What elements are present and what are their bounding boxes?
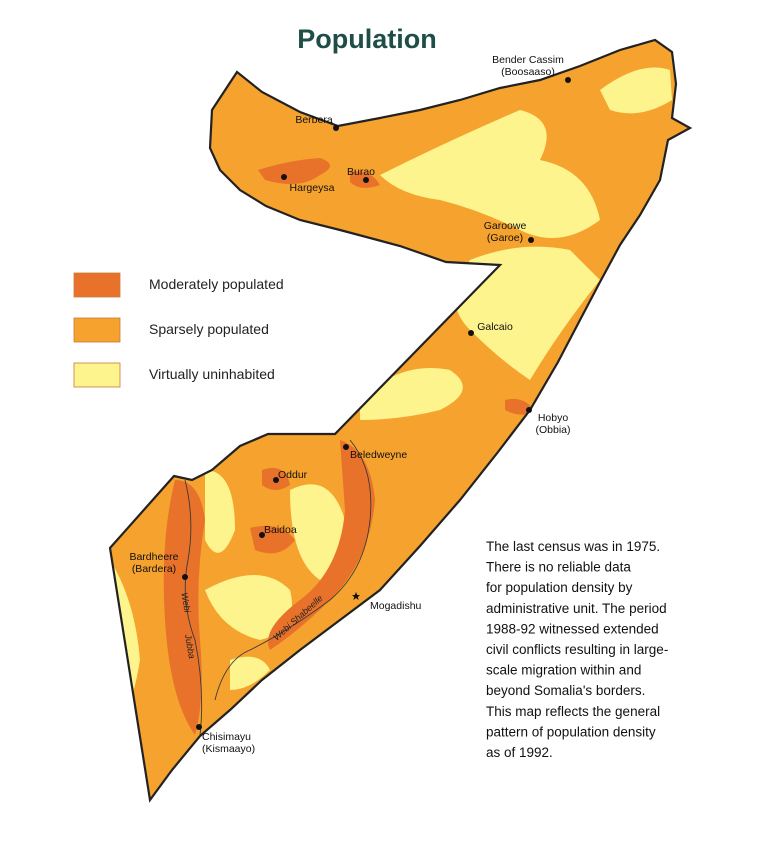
city-name: Hargeysa	[290, 182, 335, 194]
note-line: as of 1992.	[486, 745, 553, 760]
city-alt-name: (Kismaayo)	[202, 743, 255, 755]
legend-label: Moderately populated	[149, 276, 284, 292]
city-dot	[528, 237, 534, 243]
city-name: Mogadishu	[370, 600, 422, 612]
river-label: Webi	[179, 592, 193, 615]
city-name: Baidoa	[264, 524, 297, 536]
city-name: Galcaio	[477, 321, 513, 333]
city-name: Berbera	[295, 114, 333, 126]
city-dot	[343, 444, 349, 450]
city-alt-name: (Boosaaso)	[501, 66, 555, 78]
city-alt-name: (Garoe)	[487, 232, 523, 244]
city-dot	[565, 77, 571, 83]
legend-label: Virtually uninhabited	[149, 366, 275, 382]
title: Population	[297, 24, 436, 54]
note-line: administrative unit. The period	[486, 601, 667, 616]
city-name: Hobyo	[538, 412, 569, 424]
note-line: scale migration within and	[486, 663, 641, 678]
note-line: beyond Somalia's borders.	[486, 683, 645, 698]
river-label: Jubba	[183, 633, 197, 660]
note-line: pattern of population density	[486, 724, 656, 739]
note-line: civil conflicts resulting in large-	[486, 642, 668, 657]
note-line: 1988-92 witnessed extended	[486, 621, 659, 636]
legend-label: Sparsely populated	[149, 321, 269, 337]
city-dot	[363, 177, 369, 183]
city-name: Garoowe	[484, 220, 527, 232]
city-name: Bender Cassim	[492, 54, 564, 66]
rivers	[184, 439, 372, 736]
city-name: Beledweyne	[350, 449, 407, 461]
legend-swatch	[73, 362, 121, 388]
city-dot	[281, 174, 287, 180]
city-name: Chisimayu	[202, 731, 251, 743]
note-line: The last census was in 1975.	[486, 539, 660, 554]
city-name: Bardheere	[129, 551, 178, 563]
city-dot	[468, 330, 474, 336]
city-dot	[273, 477, 279, 483]
note-line: This map reflects the general	[486, 704, 660, 719]
city-dot	[333, 125, 339, 131]
city-alt-name: (Bardera)	[132, 563, 176, 575]
note-line: There is no reliable data	[486, 560, 631, 575]
city-name: Oddur	[278, 469, 308, 481]
city-alt-name: (Obbia)	[535, 424, 570, 436]
city-star	[352, 592, 360, 600]
legend-swatch	[73, 317, 121, 343]
city-dot	[196, 724, 202, 730]
note-line: for population density by	[486, 580, 633, 595]
city-dot	[259, 532, 265, 538]
legend-swatch	[73, 272, 121, 298]
city-name: Burao	[347, 166, 375, 178]
city-dot	[182, 574, 188, 580]
city-dot	[526, 407, 532, 413]
